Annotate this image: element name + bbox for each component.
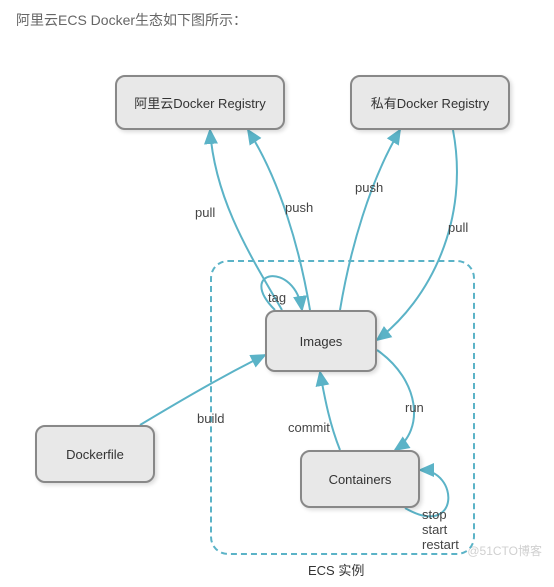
label-tag: tag (268, 290, 286, 305)
node-private-registry: 私有Docker Registry (350, 75, 510, 130)
ecs-container-label: ECS 实例 (308, 560, 364, 579)
label-pull-private: pull (448, 220, 468, 235)
node-label: Dockerfile (66, 447, 124, 462)
node-dockerfile: Dockerfile (35, 425, 155, 483)
node-images: Images (265, 310, 377, 372)
node-label: Images (300, 334, 343, 349)
label-stop-start-restart: stop start restart (422, 508, 459, 553)
node-aliyun-registry: 阿里云Docker Registry (115, 75, 285, 130)
label-run: run (405, 400, 424, 415)
watermark: @51CTO博客 (467, 542, 542, 559)
label-commit: commit (288, 420, 330, 435)
node-label: 私有Docker Registry (371, 93, 489, 112)
node-label: 阿里云Docker Registry (134, 93, 265, 112)
label-pull-aliyun: pull (195, 205, 215, 220)
label-push-aliyun: push (285, 200, 313, 215)
label-build: build (197, 411, 224, 426)
page-title: 阿里云ECS Docker生态如下图所示： (16, 10, 247, 30)
node-label: Containers (329, 472, 392, 487)
node-containers: Containers (300, 450, 420, 508)
label-push-private: push (355, 180, 383, 195)
